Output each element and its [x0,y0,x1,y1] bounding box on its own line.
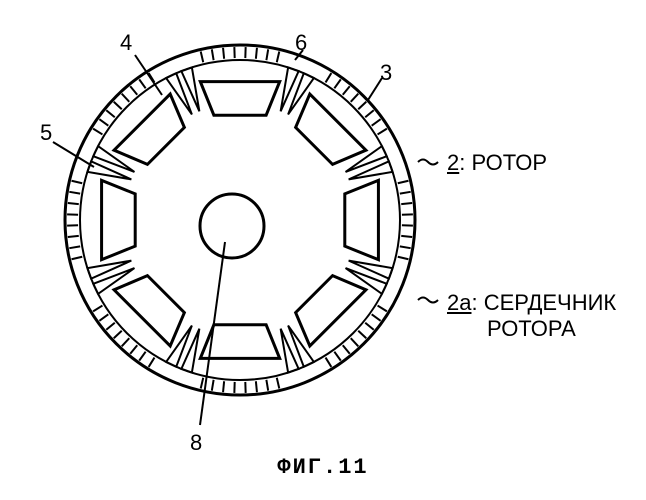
callout-4: 4 [120,30,132,56]
figure-caption: ФИГ.11 [0,455,646,480]
callout-2: 2: РОТОР [447,150,547,176]
callout-5: 5 [40,120,52,146]
rotor-diagram [0,0,646,440]
callout-8: 8 [190,430,202,456]
callout-3: 3 [380,60,392,86]
callout-2a: 2a: СЕРДЕЧНИК РОТОРА [447,290,616,342]
callout-6: 6 [295,30,307,56]
